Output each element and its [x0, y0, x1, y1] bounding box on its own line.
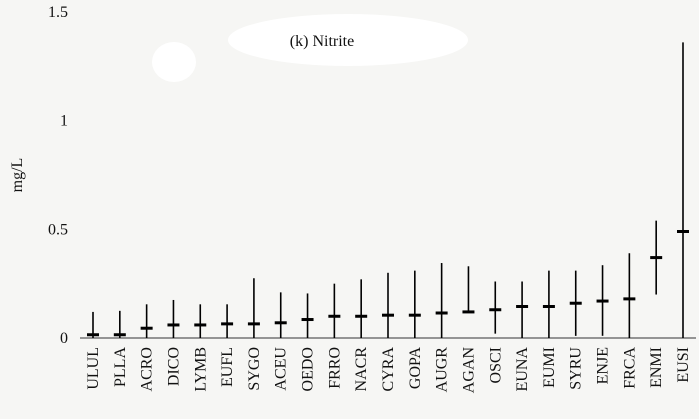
y-tick-label: 1.5 — [48, 4, 68, 21]
x-tick-label: ENJE — [595, 347, 612, 384]
y-axis-label: mg/L — [9, 158, 26, 193]
x-tick-label: ULUL — [85, 347, 102, 390]
x-tick-label: GOPA — [407, 347, 424, 390]
x-tick-label: CYRA — [380, 347, 397, 392]
y-tick-label: 1 — [60, 113, 68, 130]
x-tick-label: FRCA — [621, 347, 638, 389]
x-tick-label: DICO — [165, 347, 182, 386]
x-tick-label: EUMI — [541, 347, 558, 388]
x-tick-label: NACR — [353, 347, 370, 392]
x-tick-label: OEDO — [300, 347, 317, 391]
x-tick-label: ACRO — [139, 347, 156, 391]
x-tick-label: ACEU — [273, 347, 290, 391]
x-tick-label: LYMB — [192, 347, 209, 392]
y-tick-label: 0 — [60, 330, 68, 347]
blot — [152, 42, 196, 82]
y-tick-label: 0.5 — [48, 221, 68, 238]
x-tick-label: SYGO — [246, 347, 263, 391]
x-tick-label: EUNA — [514, 347, 531, 392]
x-tick-label: SYRU — [568, 347, 585, 390]
x-tick-label: EUFL — [219, 347, 236, 387]
title-backdrop — [228, 14, 468, 66]
x-tick-label: EUSI — [675, 347, 692, 383]
x-tick-label: OSCI — [487, 347, 504, 383]
chart-title: (k) Nitrite — [290, 33, 354, 50]
x-tick-label: ENMI — [648, 347, 665, 388]
x-tick-label: AUGR — [434, 347, 451, 393]
x-tick-label: AGAN — [460, 347, 477, 394]
x-tick-label: PLLA — [112, 347, 129, 387]
x-tick-label: FRRO — [326, 347, 343, 389]
